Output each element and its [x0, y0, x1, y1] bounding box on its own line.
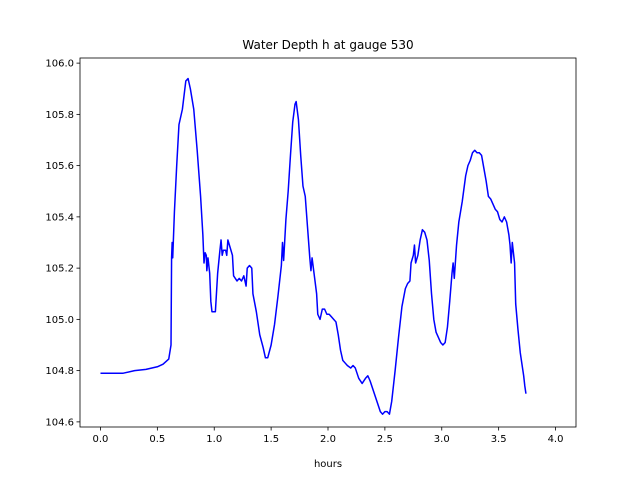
x-tick-label: 1.5	[263, 434, 279, 445]
y-tick-label: 105.4	[45, 212, 74, 223]
y-tick-label: 104.6	[45, 417, 74, 428]
x-tick-label: 0.5	[149, 434, 165, 445]
plot-area: 0.0 0.5 1.0 1.5 2.0 2.5 3.0 3.5 4.0 104.6 104.8 105…	[45, 57, 577, 445]
x-axis-label: hours	[314, 459, 342, 470]
y-tick-label: 105.8	[45, 110, 74, 121]
x-tick-label: 3.5	[491, 434, 507, 445]
series-line-0	[100, 77, 527, 415]
x-tick-label: 4.0	[548, 434, 564, 445]
y-tick-label: 105.0	[45, 315, 74, 326]
x-tick-label: 1.0	[206, 434, 222, 445]
y-tick-label: 104.8	[45, 366, 74, 377]
y-tick-label: 105.6	[45, 161, 74, 172]
x-tick-label: 2.5	[377, 434, 393, 445]
y-tick-label: 106.0	[45, 59, 74, 70]
x-tick-label: 3.0	[434, 434, 450, 445]
chart-title: Water Depth h at gauge 530	[242, 38, 413, 52]
x-tick-label: 2.0	[320, 434, 336, 445]
x-tick-label: 0.0	[93, 434, 109, 445]
y-tick-label: 105.2	[45, 264, 74, 275]
